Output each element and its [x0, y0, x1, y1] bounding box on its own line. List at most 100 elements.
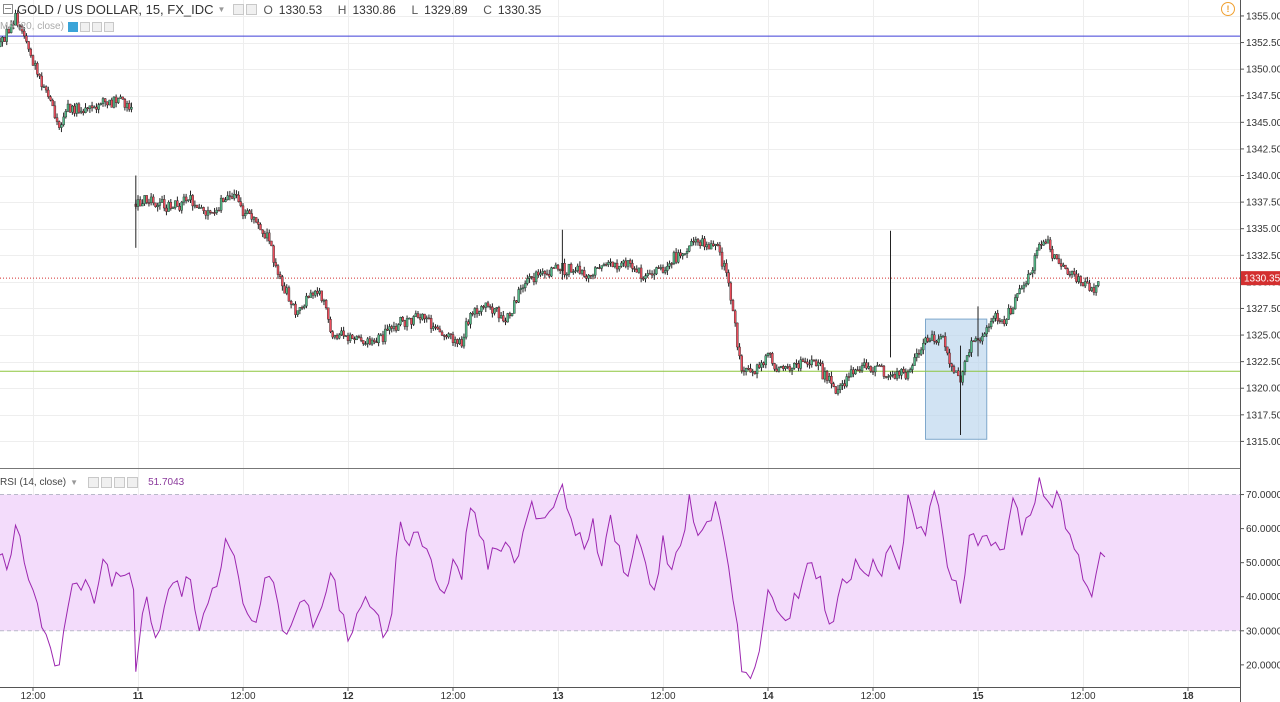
candle-up	[233, 193, 236, 199]
candle-down	[1040, 244, 1043, 246]
candle-up	[906, 371, 910, 379]
price-axis[interactable]: 1355.00 1352.50 1350.00 1347.50 1345.00 1342.…	[1240, 0, 1280, 687]
rsi-band	[0, 494, 1240, 631]
candle-up	[646, 273, 649, 276]
candle-up	[876, 365, 879, 367]
candle-up	[1070, 271, 1074, 275]
ma-legend: MA (20, close)	[0, 20, 116, 33]
candle-down	[926, 337, 929, 342]
candle-down	[213, 212, 216, 214]
candle-down	[834, 386, 838, 394]
candle-up	[125, 103, 129, 108]
candle-up	[863, 362, 866, 366]
rsi-legend-label[interactable]: RSI (14, close)	[0, 476, 67, 488]
time-tick-label: 13	[552, 691, 564, 702]
candle-up	[659, 267, 663, 269]
candle-down	[121, 96, 124, 100]
candle-down	[893, 374, 897, 379]
close-icon[interactable]	[103, 21, 114, 32]
candle-down	[1088, 282, 1091, 291]
candle-down	[611, 261, 614, 267]
last-price-badge-bg	[1241, 271, 1280, 286]
caret-down-icon[interactable]: ▼	[217, 4, 226, 14]
candle-up	[663, 270, 667, 273]
candle-up	[370, 339, 374, 345]
candle-down	[650, 273, 654, 276]
candle-up	[683, 253, 687, 255]
candle-up	[143, 195, 146, 204]
candle-down	[1064, 264, 1067, 269]
alert-icon[interactable]: !	[1221, 2, 1235, 16]
candle-down	[147, 202, 151, 204]
candle-down	[145, 195, 148, 203]
candle-down	[47, 89, 50, 97]
candle-up	[1042, 241, 1045, 246]
candle-up	[930, 334, 934, 341]
candle-up	[723, 263, 726, 267]
candle-up	[309, 292, 313, 298]
candle-up	[1083, 281, 1087, 287]
candle-down	[230, 196, 234, 199]
candle-up	[136, 199, 140, 207]
rsi-axis[interactable]: 70.0000 60.0000 50.0000 40.0000 30.0000 20.00…	[1240, 490, 1280, 671]
candle-down	[289, 300, 293, 305]
high-value: 1330.86	[352, 2, 396, 17]
candle-down	[604, 264, 608, 266]
candle-up	[1046, 239, 1050, 244]
gear-icon[interactable]	[246, 3, 258, 15]
candle-down	[449, 333, 453, 335]
candle-down	[736, 322, 739, 348]
candle-up	[1031, 270, 1034, 274]
candle-down	[324, 300, 328, 309]
candle-down	[869, 366, 873, 372]
time-axis[interactable]: 12:00 11 12:00 12 12:00 13 12:00 14 12:00 15 12:00…	[20, 687, 1194, 702]
candle-down	[698, 241, 702, 246]
candle-down	[152, 196, 155, 204]
ma-legend-label[interactable]: MA (20, close)	[0, 21, 64, 32]
candle-up	[974, 338, 978, 342]
close-icon[interactable]	[127, 476, 139, 488]
candle-up	[521, 287, 525, 290]
plus-icon[interactable]	[91, 21, 102, 32]
minimize-icon[interactable]	[3, 4, 13, 14]
candle-down	[416, 313, 420, 318]
gear-icon[interactable]	[79, 21, 90, 32]
candle-up	[602, 264, 606, 266]
candle-up	[392, 326, 396, 329]
price-tick-label: 1327.50	[1246, 304, 1280, 315]
caret-down-icon[interactable]: ▼	[70, 477, 79, 487]
candle-down	[648, 273, 652, 275]
candle-down	[707, 244, 711, 250]
candle-down	[856, 369, 859, 371]
candle-up	[408, 317, 411, 320]
price-tick-label: 1337.50	[1246, 198, 1280, 209]
candle-down	[281, 276, 284, 287]
price-tick-label: 1347.50	[1246, 91, 1280, 102]
candle-down	[82, 110, 85, 114]
candle-down	[679, 252, 682, 257]
candle-down	[418, 317, 422, 320]
candle-up	[60, 124, 63, 128]
candle-up	[84, 107, 87, 114]
candle-down	[782, 366, 785, 369]
eye-icon[interactable]	[233, 3, 245, 15]
candle-down	[532, 277, 536, 283]
plus-icon[interactable]	[114, 476, 126, 488]
price-tick-label: 1315.00	[1246, 437, 1280, 448]
candle-up	[478, 311, 481, 314]
time-tick-label: 15	[972, 691, 984, 702]
candle-down	[254, 217, 258, 223]
candle-up	[928, 339, 932, 342]
eye-icon[interactable]	[88, 476, 100, 488]
gear-icon[interactable]	[101, 476, 113, 488]
candle-up	[965, 355, 969, 362]
candle-down	[775, 368, 778, 372]
candle-up	[534, 271, 538, 283]
eye-icon[interactable]	[67, 21, 78, 32]
candle-up	[1094, 285, 1098, 293]
symbol-title[interactable]: GOLD / US DOLLAR, 15, FX_IDC	[17, 1, 214, 17]
candle-down	[401, 317, 404, 321]
candle-up	[9, 23, 13, 33]
time-tick-label: 18	[1182, 691, 1194, 702]
